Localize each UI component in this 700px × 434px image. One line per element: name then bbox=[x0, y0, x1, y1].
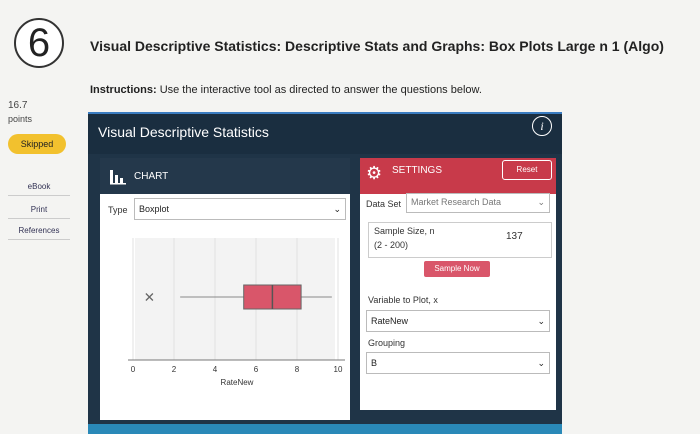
x-tick-label: 6 bbox=[254, 365, 259, 374]
sample-size-value[interactable]: 137 bbox=[506, 231, 523, 242]
points-label: points bbox=[8, 114, 33, 124]
sample-size-range: (2 - 200) bbox=[374, 240, 409, 250]
points-value: 16.7 bbox=[8, 100, 28, 111]
boxplot-chart: RateNew 0 2 4 6 8 10 bbox=[128, 238, 345, 387]
settings-panel-header bbox=[360, 158, 556, 194]
chart-panel-header bbox=[100, 158, 350, 194]
settings-header: SETTINGS bbox=[392, 165, 443, 176]
data-set-label: Data Set bbox=[366, 199, 402, 209]
status-badge: Skipped bbox=[8, 134, 66, 154]
variable-label: Variable to Plot, x bbox=[368, 295, 438, 305]
x-tick-label: 0 bbox=[131, 365, 136, 374]
grouping-value: B bbox=[371, 358, 378, 368]
x-axis-label: RateNew bbox=[221, 378, 254, 387]
question-title: Visual Descriptive Statistics: Descripti… bbox=[90, 38, 664, 54]
data-set-select[interactable]: Market Research Data ⌄ bbox=[406, 193, 550, 213]
grouping-select[interactable]: B ⌄ bbox=[366, 352, 550, 374]
tool-title: Visual Descriptive Statistics bbox=[98, 124, 269, 140]
reset-button[interactable]: Reset bbox=[502, 160, 552, 180]
x-tick-label: 8 bbox=[295, 365, 300, 374]
x-tick-label: 10 bbox=[334, 365, 343, 374]
x-tick-label: 2 bbox=[172, 365, 177, 374]
tool-footer bbox=[88, 424, 562, 434]
ebook-link[interactable]: eBook bbox=[8, 182, 70, 196]
sample-size-box bbox=[368, 222, 552, 258]
references-link[interactable]: References bbox=[8, 226, 70, 240]
variable-value: RateNew bbox=[371, 316, 409, 326]
type-label: Type bbox=[108, 205, 128, 215]
question-number: 6 bbox=[14, 18, 64, 68]
x-tick-label: 4 bbox=[213, 365, 218, 374]
outlier bbox=[145, 293, 154, 301]
settings-icon: ⚙ bbox=[366, 163, 383, 183]
instructions-label: Instructions: bbox=[90, 84, 157, 96]
grouping-label: Grouping bbox=[368, 338, 406, 348]
tool-header bbox=[88, 112, 562, 154]
chart-icon bbox=[110, 170, 126, 185]
info-button[interactable]: i bbox=[532, 116, 552, 136]
sample-now-button[interactable]: Sample Now bbox=[424, 261, 490, 277]
variable-select[interactable]: RateNew ⌄ bbox=[366, 310, 550, 332]
instructions-text: Use the interactive tool as directed to … bbox=[159, 84, 482, 96]
type-select[interactable]: Boxplot ⌄ bbox=[134, 198, 346, 220]
chart-header: CHART bbox=[134, 171, 169, 182]
sample-size-label: Sample Size, n bbox=[374, 226, 435, 236]
type-value: Boxplot bbox=[139, 204, 170, 214]
instructions: Instructions: Use the interactive tool a… bbox=[90, 84, 482, 96]
data-set-value: Market Research Data bbox=[411, 197, 502, 207]
plot-area bbox=[135, 238, 335, 360]
print-link[interactable]: Print bbox=[8, 205, 70, 219]
